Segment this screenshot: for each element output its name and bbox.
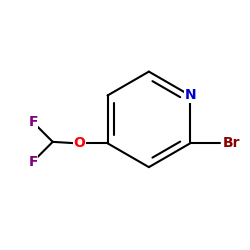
- Text: Br: Br: [222, 136, 240, 150]
- Text: N: N: [184, 88, 196, 102]
- Text: F: F: [28, 115, 38, 129]
- Text: O: O: [74, 136, 85, 150]
- Text: F: F: [28, 154, 38, 168]
